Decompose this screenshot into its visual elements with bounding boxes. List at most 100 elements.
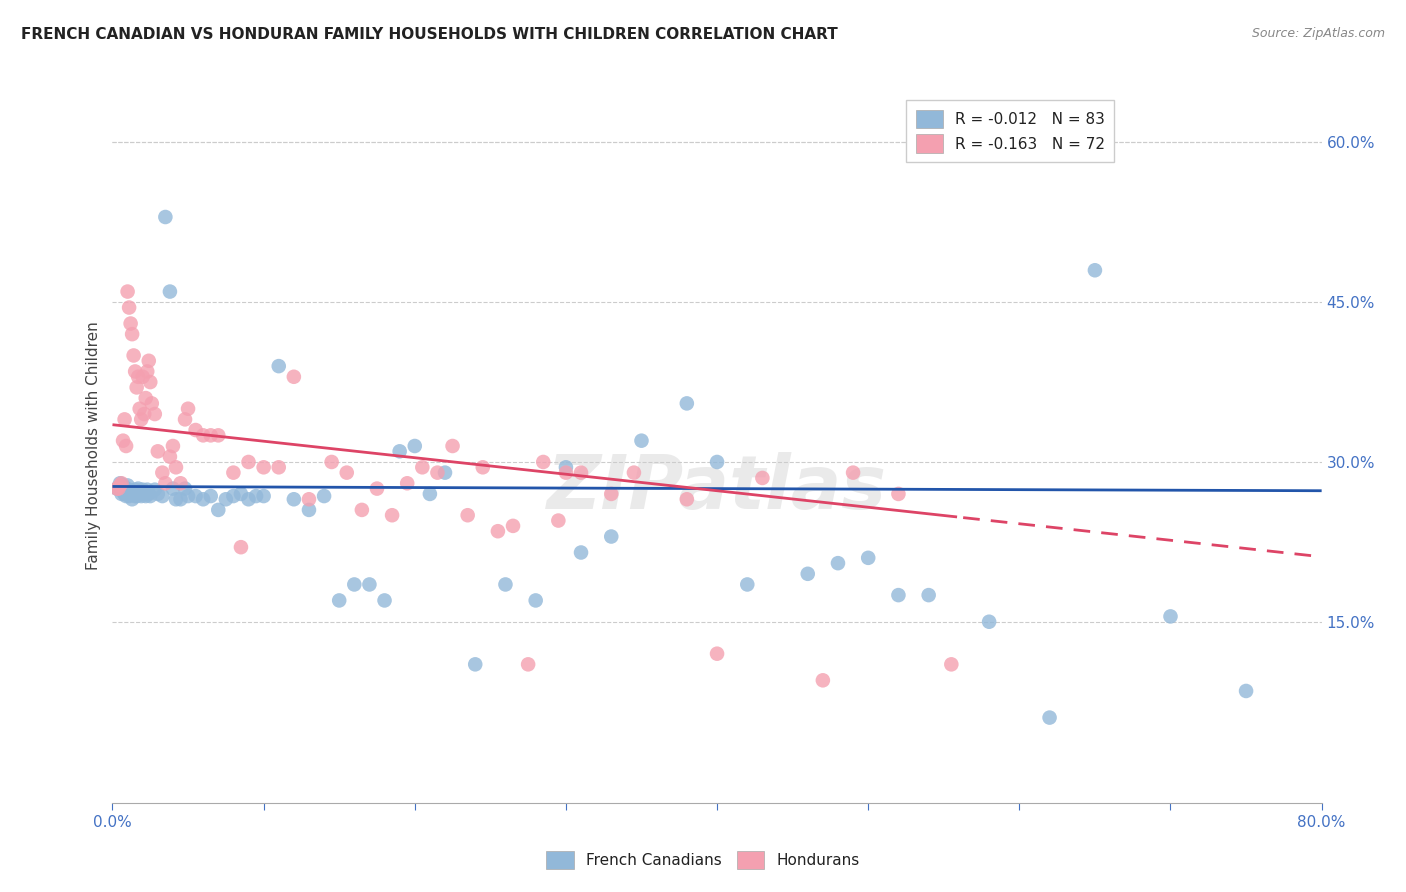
Point (941, 657, 963, 672)
Point (118, 489, 141, 503)
Point (298, 492, 321, 507)
Point (150, 466, 173, 480)
Point (630, 434, 652, 448)
Point (200, 428, 222, 442)
Point (441, 439, 464, 453)
Point (118, 301, 141, 315)
Point (887, 487, 910, 501)
Point (121, 492, 143, 507)
Point (321, 455, 343, 469)
Point (135, 391, 157, 405)
Point (245, 489, 267, 503)
Point (105, 482, 128, 496)
Point (366, 482, 388, 496)
Point (207, 428, 229, 442)
Point (124, 489, 146, 503)
Point (554, 460, 576, 475)
Point (115, 489, 138, 503)
Point (827, 556, 849, 570)
Point (162, 482, 184, 496)
Point (107, 482, 129, 496)
Text: FRENCH CANADIAN VS HONDURAN FAMILY HOUSEHOLDS WITH CHILDREN CORRELATION CHART: FRENCH CANADIAN VS HONDURAN FAMILY HOUSE… (21, 27, 838, 42)
Point (114, 481, 136, 495)
Point (114, 487, 136, 501)
Point (107, 482, 129, 496)
Point (229, 487, 252, 501)
Point (229, 540, 252, 554)
Point (143, 407, 166, 421)
Point (706, 455, 728, 469)
Point (856, 550, 880, 565)
Point (811, 673, 834, 688)
Point (359, 577, 381, 591)
Point (751, 471, 773, 485)
Point (132, 483, 155, 497)
Point (842, 466, 865, 480)
Point (136, 364, 159, 378)
Point (283, 369, 305, 384)
Point (267, 460, 290, 475)
Point (426, 466, 449, 480)
Point (115, 482, 138, 496)
Point (502, 519, 524, 533)
Point (675, 396, 697, 410)
Point (253, 489, 276, 503)
Point (155, 476, 177, 491)
Point (136, 483, 159, 497)
Point (124, 483, 146, 497)
Point (977, 615, 1000, 629)
Text: ZIPatlas: ZIPatlas (547, 452, 887, 525)
Point (105, 482, 128, 496)
Point (495, 577, 517, 591)
Point (122, 349, 145, 363)
Point (343, 577, 366, 591)
Point (191, 428, 214, 442)
Point (117, 484, 139, 499)
Point (128, 487, 150, 501)
Point (918, 588, 941, 602)
Point (298, 503, 321, 517)
Point (121, 327, 143, 342)
Point (215, 492, 238, 507)
Point (200, 489, 222, 503)
Point (569, 466, 592, 480)
Point (404, 439, 426, 453)
Point (177, 489, 200, 503)
Point (139, 489, 162, 503)
Point (184, 489, 207, 503)
Point (238, 492, 260, 507)
Point (159, 450, 181, 464)
Point (314, 489, 336, 503)
Point (419, 487, 441, 501)
Point (517, 657, 540, 672)
Legend: French Canadians, Hondurans: French Canadians, Hondurans (540, 845, 866, 875)
Point (600, 529, 623, 543)
Point (184, 423, 207, 437)
Point (222, 489, 245, 503)
Point (108, 482, 131, 496)
Point (486, 524, 509, 539)
Point (110, 482, 132, 496)
Point (547, 514, 569, 528)
Point (162, 439, 184, 453)
Point (146, 487, 169, 501)
Point (114, 412, 136, 426)
Point (165, 460, 187, 475)
Point (1159, 609, 1181, 624)
Point (169, 492, 191, 507)
Point (134, 487, 156, 501)
Point (1234, 684, 1257, 698)
Point (122, 484, 145, 499)
Point (464, 657, 486, 672)
Point (155, 210, 177, 224)
Point (1084, 263, 1107, 277)
Point (120, 317, 142, 331)
Point (623, 466, 645, 480)
Point (124, 364, 146, 378)
Point (159, 285, 181, 299)
Point (174, 482, 197, 496)
Point (112, 484, 135, 499)
Point (328, 593, 350, 607)
Point (238, 455, 260, 469)
Legend: R = -0.012   N = 83, R = -0.163   N = 72: R = -0.012 N = 83, R = -0.163 N = 72 (907, 101, 1115, 162)
